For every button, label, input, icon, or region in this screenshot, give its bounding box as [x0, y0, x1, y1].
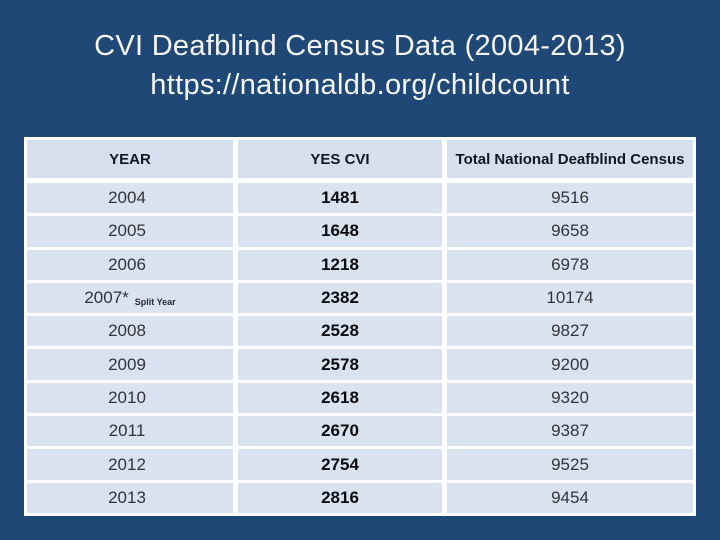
slide-title: CVI Deafblind Census Data (2004-2013) ht… [0, 27, 720, 105]
year-value: 2004 [108, 188, 146, 208]
year-value: 2009 [108, 354, 146, 374]
table-row: 2013 2816 9454 [27, 482, 693, 513]
cvi-cell: 1481 [238, 183, 442, 214]
cvi-cell: 2816 [238, 482, 442, 513]
table-row: 2007* Split Year 2382 10174 [27, 282, 693, 314]
cvi-cell: 2618 [238, 382, 442, 414]
table-row: 2004 1481 9516 [27, 183, 693, 214]
year-value: 2005 [108, 221, 146, 241]
total-cell: 9525 [447, 449, 693, 480]
year-value: 2011 [108, 421, 146, 441]
total-cell: 9658 [447, 216, 693, 247]
table-row: 2011 2670 9387 [27, 416, 693, 447]
year-cell: 2004 [27, 183, 233, 214]
cvi-cell: 1648 [238, 216, 442, 247]
table-row: 2010 2618 9320 [27, 382, 693, 414]
total-cell: 6978 [447, 249, 693, 280]
year-value: 2012 [108, 454, 146, 474]
cvi-cell: 1218 [238, 249, 442, 280]
total-cell: 9200 [447, 349, 693, 380]
cvi-cell: 2754 [238, 449, 442, 480]
slide-title-line2: https://nationaldb.org/childcount [150, 69, 570, 101]
table-header-row: YEAR YES CVI Total National Deafblind Ce… [27, 140, 693, 178]
cvi-cell: 2382 [238, 282, 442, 314]
year-cell: 2011 [27, 416, 233, 447]
cvi-cell: 2578 [238, 349, 442, 380]
total-cell: 9827 [447, 316, 693, 347]
year-cell: 2012 [27, 449, 233, 480]
total-cell: 9516 [447, 183, 693, 214]
total-cell: 9320 [447, 382, 693, 414]
year-cell: 2008 [27, 316, 233, 347]
slide-title-line1: CVI Deafblind Census Data (2004-2013) [94, 30, 626, 62]
year-value: 2010 [108, 387, 146, 407]
year-value: 2007* [84, 288, 129, 308]
year-cell: 2007* Split Year [27, 282, 233, 314]
year-value: 2006 [108, 254, 146, 274]
year-cell: 2009 [27, 349, 233, 380]
header-cell-year: YEAR [27, 140, 233, 178]
header-cell-yes-cvi: YES CVI [238, 140, 442, 178]
year-cell: 2006 [27, 249, 233, 280]
table-row: 2006 1218 6978 [27, 249, 693, 280]
year-value: 2013 [108, 487, 146, 507]
table-row: 2005 1648 9658 [27, 216, 693, 247]
total-cell: 9454 [447, 482, 693, 513]
table-row: 2008 2528 9827 [27, 316, 693, 347]
total-cell: 10174 [447, 282, 693, 314]
year-cell: 2013 [27, 482, 233, 513]
cvi-cell: 2528 [238, 316, 442, 347]
header-cell-total: Total National Deafblind Census [447, 140, 693, 178]
census-table: YEAR YES CVI Total National Deafblind Ce… [24, 137, 696, 516]
total-cell: 9387 [447, 416, 693, 447]
table-row: 2009 2578 9200 [27, 349, 693, 380]
year-cell: 2010 [27, 382, 233, 414]
cvi-cell: 2670 [238, 416, 442, 447]
year-cell: 2005 [27, 216, 233, 247]
table-row: 2012 2754 9525 [27, 449, 693, 480]
year-value: 2008 [108, 321, 146, 341]
split-year-note: Split Year [134, 296, 176, 307]
